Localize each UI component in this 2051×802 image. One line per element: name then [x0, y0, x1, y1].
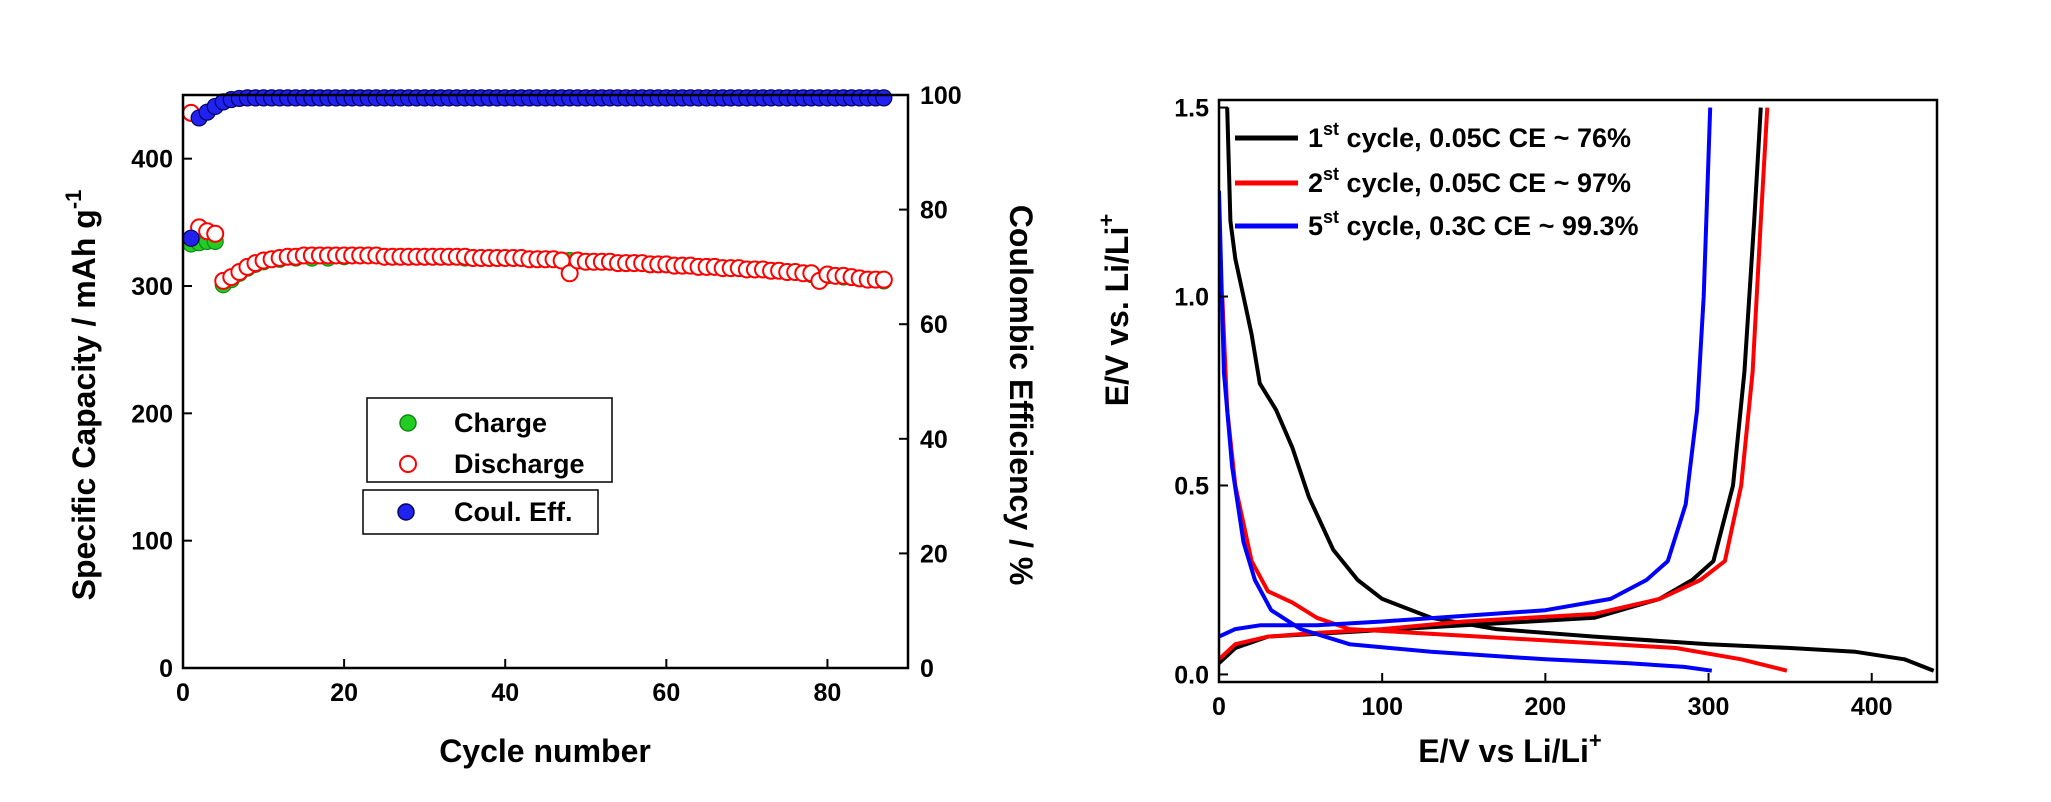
- legend-marker-coul-eff: [397, 503, 415, 521]
- y-left-tick-label: 0: [159, 655, 173, 683]
- legend-label-cycle-1: 1st cycle, 0.05C CE ~ 76%: [1308, 119, 1631, 153]
- legend-marker-discharge: [399, 455, 417, 473]
- legend-marker-charge: [399, 414, 417, 432]
- x-tick-label: 200: [1525, 693, 1567, 721]
- x-tick-labels: 0 20 40 60 80: [176, 679, 841, 707]
- data-point: [874, 270, 893, 289]
- x-axis-title: Cycle number: [439, 733, 651, 769]
- x-tick-label: 20: [330, 679, 358, 707]
- data-point: [560, 264, 579, 283]
- data-point: [875, 89, 893, 107]
- x-tick-label: 80: [814, 679, 842, 707]
- y-left-tick-label: 300: [131, 273, 173, 301]
- legend-label-cycle-2: 2st cycle, 0.05C CE ~ 97%: [1308, 164, 1631, 198]
- series-line-2nd-cycle-charge: [1219, 107, 1770, 661]
- axes: [181, 93, 910, 670]
- legend-label-charge: Charge: [454, 408, 547, 438]
- y-left-tick-label: 400: [131, 146, 173, 174]
- y-left-tick-label: 100: [131, 528, 173, 556]
- y-tick-label: 0.5: [1174, 472, 1209, 500]
- series-line-5th-cycle-charge: [1219, 107, 1713, 639]
- legend-label-cycle-5: 5st cycle, 0.3C CE ~ 99.3%: [1308, 207, 1639, 241]
- series-line-1st-cycle-discharge: [1225, 107, 1935, 673]
- y-right-tick-label: 20: [920, 540, 948, 568]
- y-right-tick-labels: 0 20 40 60 80 100: [920, 82, 962, 683]
- x-tick-label: 100: [1361, 693, 1403, 721]
- legend: 1st cycle, 0.05C CE ~ 76% 2st cycle, 0.0…: [1235, 119, 1639, 241]
- data-point: [182, 229, 200, 247]
- y-left-axis-title: Specific Capacity / mAh g-1: [61, 190, 102, 601]
- series-line-5th-cycle-discharge: [1219, 190, 1713, 673]
- x-tick-label: 60: [652, 679, 680, 707]
- legend: Charge Discharge Coul. Eff.: [362, 397, 613, 535]
- y-right-tick-label: 100: [920, 82, 962, 110]
- x-tick-labels: 0 100 200 300 400: [1212, 693, 1893, 721]
- data-point: [206, 224, 225, 243]
- x-axis-title: E/V vs Li/Li+: [1418, 728, 1602, 769]
- x-tick-label: 0: [1212, 693, 1226, 721]
- x-tick-label: 400: [1851, 693, 1893, 721]
- cycling-performance-chart: 0 20 40 60 80 0 100 200 300 400 0 20 40 60 80 100 Cyc…: [61, 82, 1039, 769]
- y-right-tick-label: 60: [920, 311, 948, 339]
- voltage-profile-chart: 0 100 200 300 400 0.0 0.5 1.0 1.5 E/V vs Li/Li+…: [1094, 95, 1939, 769]
- x-tick-label: 0: [176, 679, 190, 707]
- y-tick-label: 1.0: [1174, 284, 1209, 312]
- plot-frame: [1217, 98, 1939, 684]
- y-left-tick-labels: 0 100 200 300 400: [131, 146, 173, 683]
- legend-label-discharge: Discharge: [454, 449, 585, 479]
- y-tick-labels: 0.0 0.5 1.0 1.5: [1174, 95, 1209, 690]
- y-tick-label: 1.5: [1174, 95, 1209, 123]
- legend-label-coul-eff: Coul. Eff.: [454, 497, 572, 527]
- axes: [1217, 98, 1939, 684]
- y-left-tick-label: 200: [131, 400, 173, 428]
- x-tick-label: 300: [1688, 693, 1730, 721]
- y-axis-title: E/V vs. Li/Li+: [1094, 214, 1135, 406]
- y-tick-label: 0.0: [1174, 661, 1209, 689]
- plot-frame: [181, 93, 910, 670]
- series-discharge: [182, 103, 893, 290]
- x-tick-label: 40: [491, 679, 519, 707]
- y-right-tick-label: 80: [920, 197, 948, 225]
- y-right-tick-label: 0: [920, 655, 934, 683]
- y-right-axis-title: Coulombic Efficiency / %: [1003, 205, 1039, 586]
- series-coul-eff-: [182, 89, 893, 247]
- plot-area: [1219, 107, 1935, 673]
- plot-area: [182, 89, 893, 294]
- y-right-tick-label: 40: [920, 426, 948, 454]
